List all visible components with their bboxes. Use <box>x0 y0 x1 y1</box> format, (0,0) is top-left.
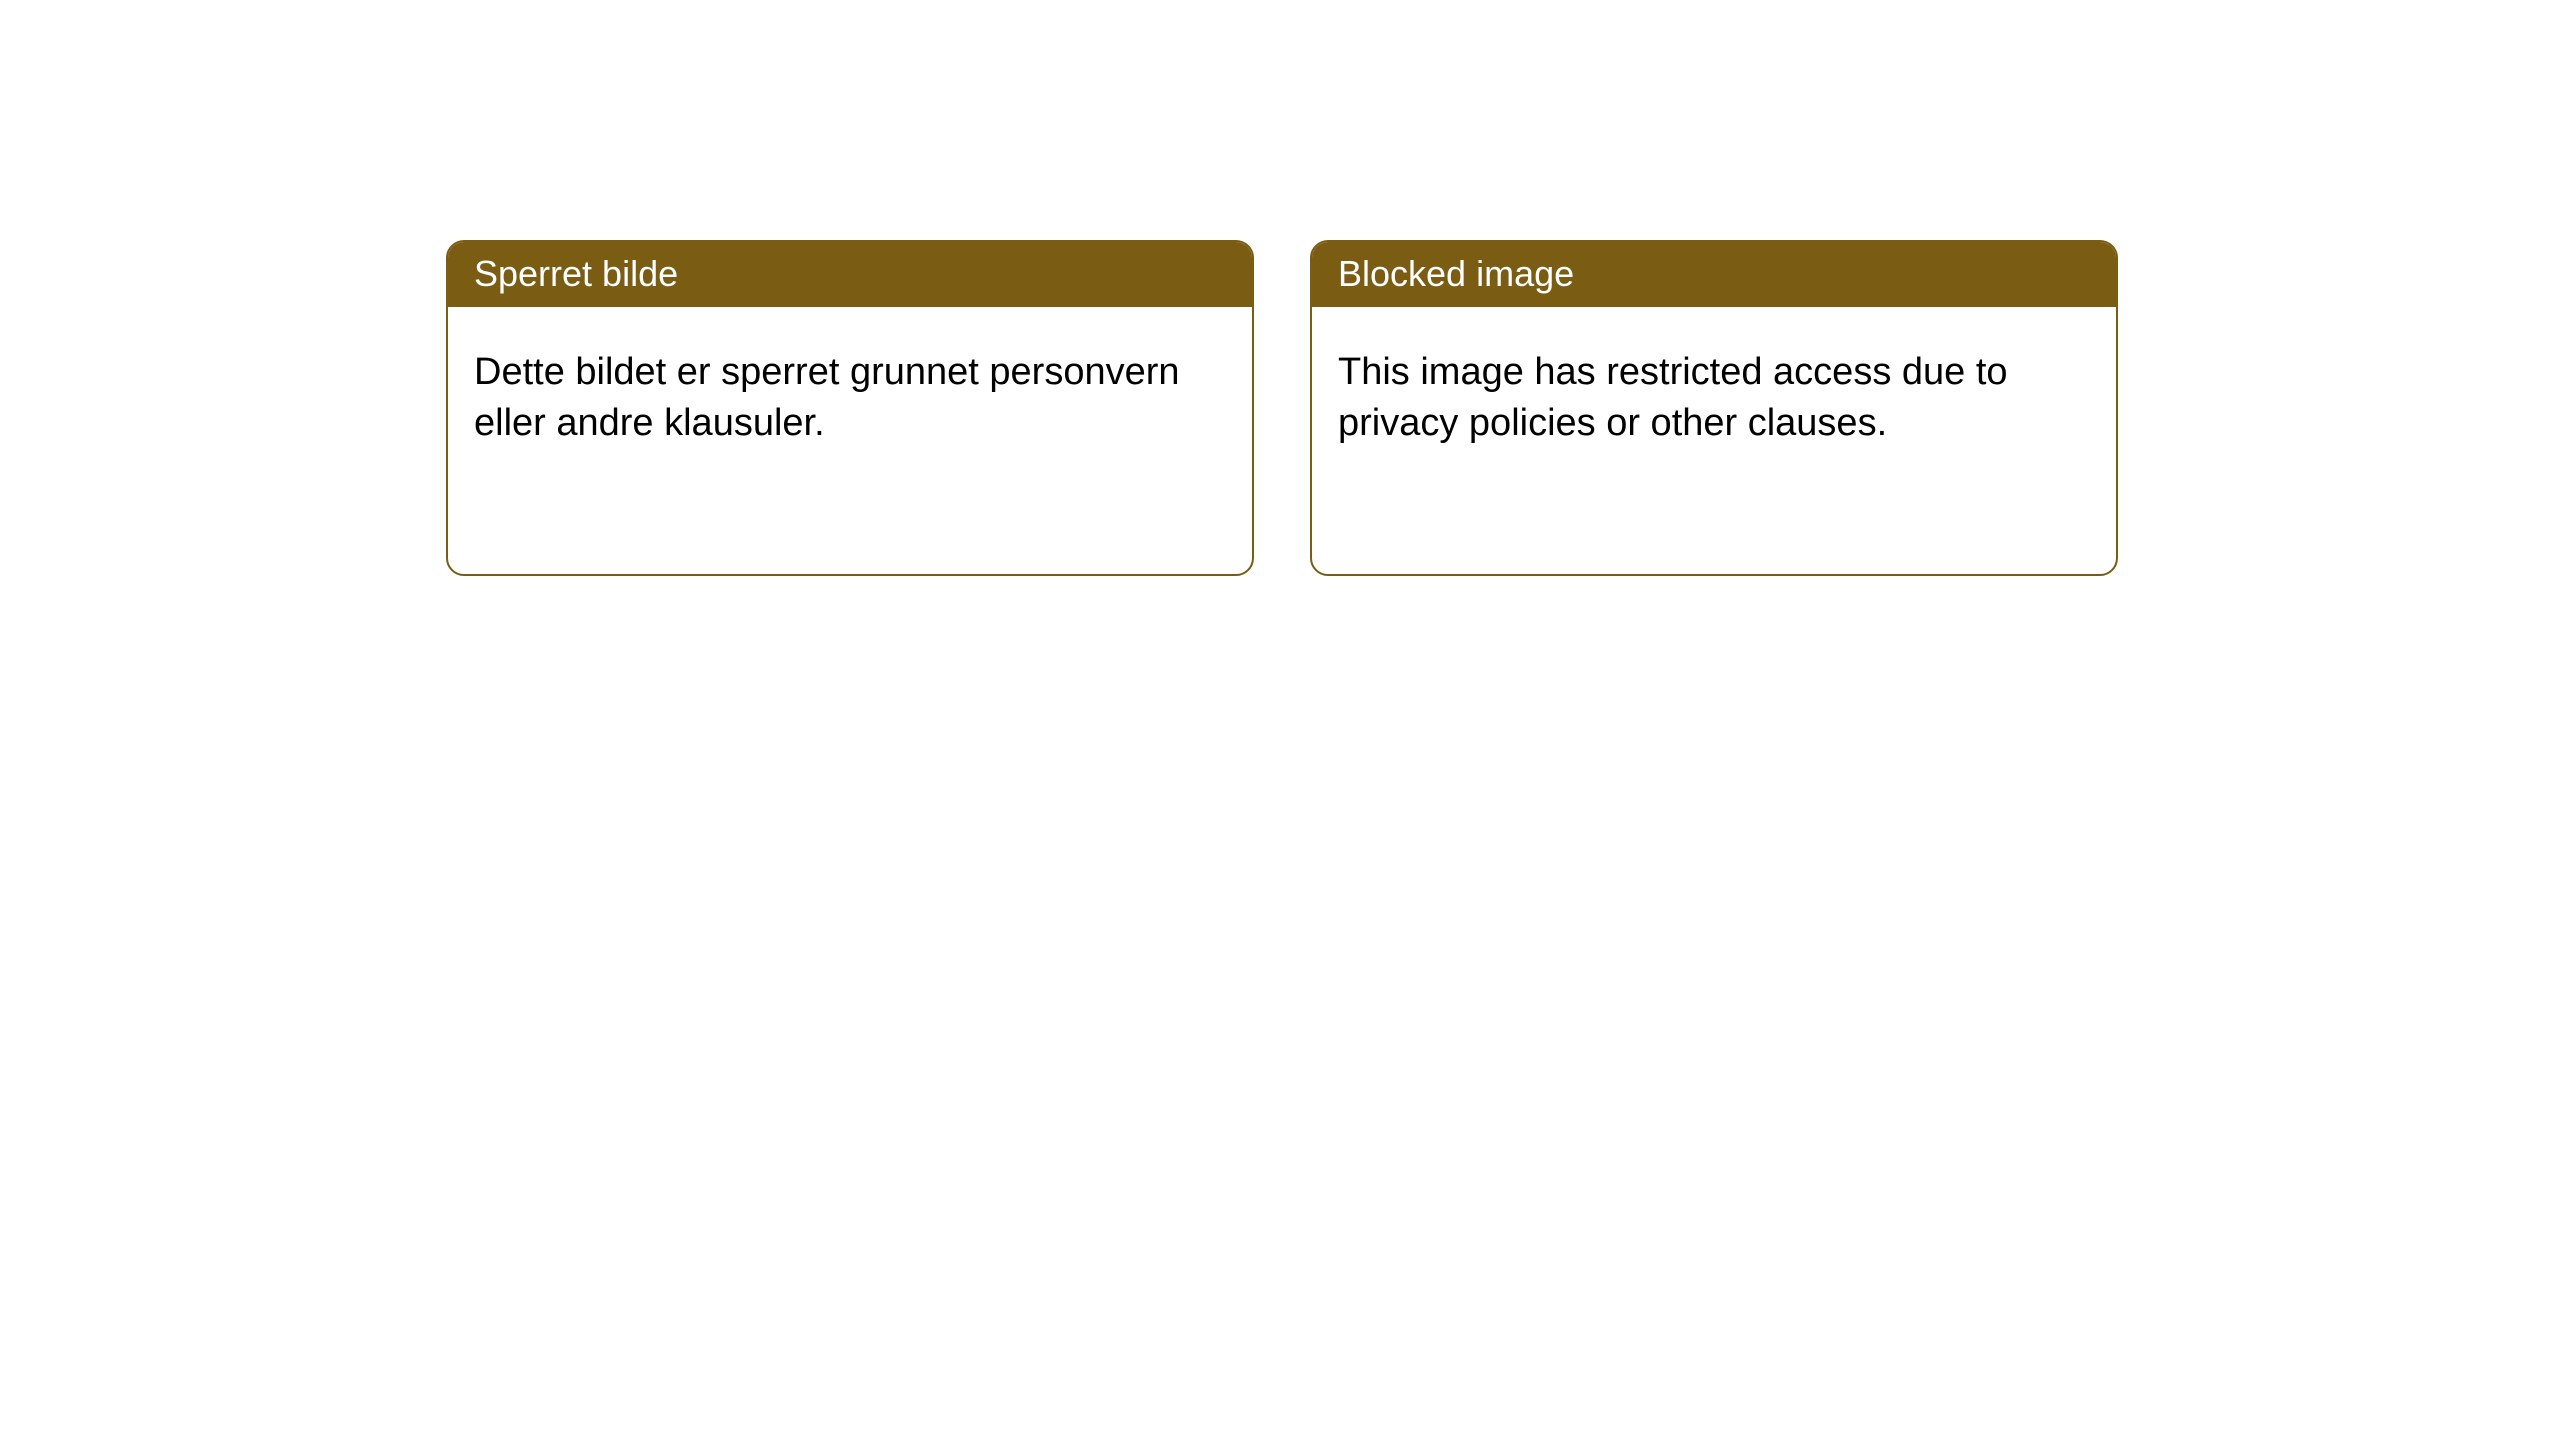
notice-container: Sperret bilde Dette bildet er sperret gr… <box>446 240 2118 576</box>
notice-card-en: Blocked image This image has restricted … <box>1310 240 2118 576</box>
notice-body-en: This image has restricted access due to … <box>1312 307 2116 476</box>
notice-header-en: Blocked image <box>1312 242 2116 307</box>
notice-header-no: Sperret bilde <box>448 242 1252 307</box>
notice-body-no: Dette bildet er sperret grunnet personve… <box>448 307 1252 476</box>
notice-card-no: Sperret bilde Dette bildet er sperret gr… <box>446 240 1254 576</box>
